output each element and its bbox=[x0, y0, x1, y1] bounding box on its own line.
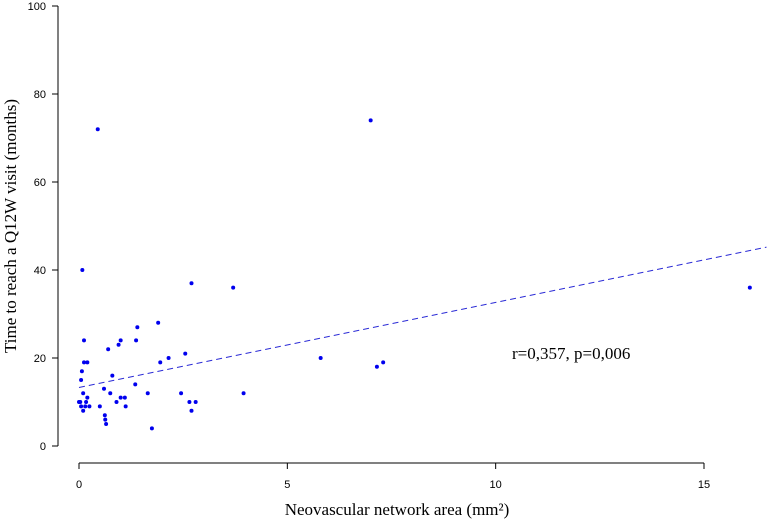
y-tick-label: 100 bbox=[28, 1, 46, 13]
data-points bbox=[77, 118, 752, 431]
data-point bbox=[104, 422, 109, 426]
data-point bbox=[97, 404, 102, 409]
x-axis-title: Neovascular network area (mm²) bbox=[285, 500, 510, 519]
data-point bbox=[79, 404, 84, 409]
data-point bbox=[145, 391, 150, 396]
x-tick-label: 0 bbox=[76, 479, 82, 491]
data-point bbox=[135, 325, 140, 330]
x-tick-label: 15 bbox=[698, 479, 710, 491]
data-point bbox=[118, 395, 123, 400]
data-point bbox=[114, 400, 119, 404]
data-point bbox=[133, 382, 138, 387]
data-point bbox=[134, 338, 139, 343]
data-point bbox=[183, 351, 188, 356]
data-point bbox=[179, 391, 184, 396]
data-point bbox=[189, 408, 194, 413]
y-tick-label: 60 bbox=[34, 177, 46, 189]
data-point bbox=[83, 404, 88, 409]
y-tick-label: 80 bbox=[34, 89, 46, 101]
data-point bbox=[79, 369, 84, 374]
y-tick-label: 0 bbox=[40, 441, 46, 453]
data-point bbox=[122, 395, 127, 400]
data-point bbox=[381, 360, 386, 365]
data-point bbox=[231, 285, 236, 290]
data-point bbox=[149, 426, 154, 431]
data-point bbox=[103, 417, 108, 422]
data-point bbox=[95, 127, 100, 132]
data-point bbox=[81, 408, 86, 413]
data-point bbox=[318, 356, 323, 360]
data-point bbox=[123, 404, 128, 409]
data-point bbox=[102, 386, 106, 391]
data-point bbox=[102, 413, 107, 418]
data-point bbox=[158, 360, 163, 365]
y-tick-label: 20 bbox=[34, 353, 46, 365]
y-tick-label: 40 bbox=[34, 265, 46, 277]
x-tick-label: 5 bbox=[284, 479, 290, 491]
trend-line bbox=[78, 246, 767, 388]
data-point bbox=[193, 400, 198, 404]
data-point bbox=[80, 268, 85, 272]
data-point bbox=[156, 320, 161, 325]
data-point bbox=[189, 281, 194, 286]
data-point bbox=[241, 391, 246, 396]
data-point bbox=[78, 400, 83, 404]
data-point bbox=[82, 360, 86, 365]
data-point bbox=[81, 391, 86, 396]
data-point bbox=[747, 285, 752, 290]
y-axis-title: Time to reach a Q12W visit (months) bbox=[1, 99, 20, 353]
ticks: 0 20 40 60 80 100 0 5 10 15 bbox=[28, 1, 710, 491]
data-point bbox=[108, 391, 113, 396]
data-point bbox=[374, 364, 379, 369]
data-point bbox=[85, 360, 90, 365]
data-point bbox=[106, 347, 111, 352]
data-point bbox=[166, 356, 171, 360]
data-point bbox=[118, 338, 123, 343]
data-point bbox=[87, 404, 92, 409]
data-point bbox=[85, 395, 90, 400]
data-point bbox=[110, 373, 115, 378]
data-point bbox=[116, 342, 121, 347]
data-point bbox=[84, 400, 89, 404]
x-tick-label: 10 bbox=[490, 479, 502, 491]
correlation-annotation: r=0,357, p=0,006 bbox=[512, 344, 630, 363]
data-point bbox=[79, 378, 84, 382]
data-point bbox=[82, 338, 86, 343]
data-point bbox=[187, 400, 192, 404]
axes bbox=[57, 6, 704, 464]
data-point bbox=[368, 118, 373, 123]
